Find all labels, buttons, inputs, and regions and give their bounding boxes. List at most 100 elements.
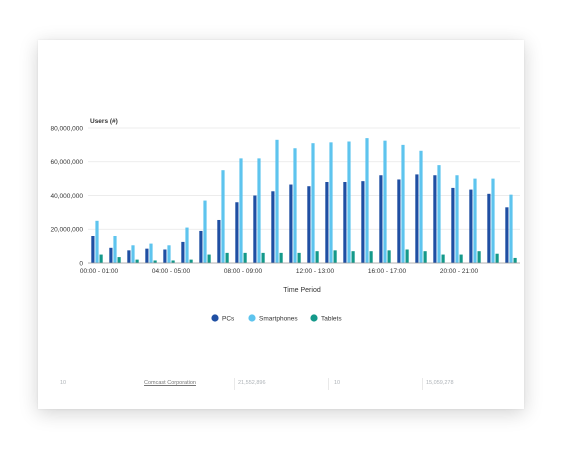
x-tick-label: 08:00 - 09:00 [224, 268, 263, 275]
pcs-bar [91, 236, 95, 263]
tablets-bar [297, 252, 301, 263]
tablets-bar [495, 253, 499, 263]
tablets-bar [171, 260, 175, 263]
x-tick-label: 20:00 - 21:00 [440, 268, 479, 275]
value-cell: 21,552,896 [238, 380, 266, 386]
smartphones-bar [257, 158, 261, 263]
pcs-bar [127, 250, 131, 263]
tablets-bar [405, 249, 409, 263]
pcs-bar [487, 193, 491, 263]
y-tick-label: 80,000,000 [50, 125, 83, 132]
legend-label: Tablets [321, 316, 342, 323]
x-axis-title: Time Period [283, 287, 321, 294]
tablets-bar [441, 254, 445, 263]
tablets-bar [243, 252, 247, 263]
tablets-bar [135, 259, 139, 263]
smartphones-bar [95, 220, 99, 263]
y-axis-ticks: 0 20,000,000 40,000,000 60,000,000 80,000,00… [50, 125, 83, 267]
x-tick-label: 04:00 - 05:00 [152, 268, 191, 275]
tablets-bar [99, 254, 103, 263]
tablets-bar [117, 257, 121, 263]
smartphones-bar [293, 148, 297, 263]
pcs-bar [307, 186, 311, 263]
pcs-legend-marker [211, 314, 219, 322]
y-axis-title: Users (#) [90, 118, 118, 125]
tablets-bar [225, 252, 229, 263]
legend-label: Smartphones [259, 316, 298, 323]
cell-divider [234, 378, 235, 390]
tablets-bar [279, 252, 283, 263]
legend-label: PCs [222, 316, 235, 323]
smartphones-legend-marker [248, 314, 256, 322]
cell-divider [328, 378, 329, 390]
tablets-bar [189, 259, 193, 263]
pcs-bar [379, 175, 383, 263]
rank-cell-2: 10 [334, 380, 341, 386]
pcs-bar [199, 230, 203, 263]
tablets-bar [513, 257, 517, 263]
smartphones-bar [491, 178, 495, 263]
smartphones-bar [221, 170, 225, 263]
value-cell-2: 15,059,278 [426, 380, 454, 386]
tablets-bar [207, 254, 211, 263]
tablets-legend-marker [310, 314, 318, 322]
pcs-bar [163, 249, 167, 263]
pcs-bar [343, 182, 347, 263]
tablets-bar [369, 251, 373, 263]
legend: PCs Smartphones Tablets [211, 314, 342, 323]
smartphones-bar [239, 158, 243, 263]
tablets-bar [459, 254, 463, 263]
tablets-bar [423, 251, 427, 263]
cell-divider [422, 378, 423, 390]
pcs-bar [433, 175, 437, 263]
pcs-bar [235, 202, 239, 263]
smartphones-bar [203, 200, 207, 263]
smartphones-bar [401, 144, 405, 263]
x-tick-label: 12:00 - 13:00 [296, 268, 335, 275]
pcs-bar [145, 248, 149, 263]
smartphones-bar [473, 178, 477, 263]
smartphones-bar [131, 245, 135, 263]
y-tick-label: 60,000,000 [50, 159, 83, 166]
tablets-bar [387, 250, 391, 263]
y-tick-label: 20,000,000 [50, 227, 83, 234]
grid-lines [88, 127, 520, 230]
tablets-bar [477, 251, 481, 263]
smartphones-bar [383, 140, 387, 263]
smartphones-bar [149, 243, 153, 263]
table-row-fragment: 10 Comcast Corporation 21,552,896 10 15,… [38, 378, 524, 392]
bar-chart: Users (#) 0 20,000,000 40,000,000 60,000,00… [50, 118, 520, 323]
smartphones-bar [509, 194, 513, 263]
pcs-bar [109, 247, 113, 263]
pcs-bar [325, 182, 329, 263]
x-axis-ticks: 00:00 - 01:00 04:00 - 05:00 08:00 - 09:00 1… [80, 268, 479, 275]
company-link[interactable]: Comcast Corporation [144, 380, 196, 386]
smartphones-bar [329, 142, 333, 263]
smartphones-bar [275, 139, 279, 263]
smartphones-bar [419, 150, 423, 263]
smartphones-bar [185, 227, 189, 263]
smartphones-bar [347, 141, 351, 263]
pcs-bar [415, 174, 419, 263]
pcs-bar [217, 219, 221, 263]
pcs-bar [397, 179, 401, 263]
tablets-bar [333, 250, 337, 263]
pcs-bar [271, 191, 275, 263]
chart-card: Users (#) 0 20,000,000 40,000,000 60,000,00… [38, 40, 524, 409]
smartphones-bar [365, 138, 369, 263]
x-tick-label: 00:00 - 01:00 [80, 268, 119, 275]
tablets-bar [153, 260, 157, 263]
smartphones-bar [311, 143, 315, 263]
bars [91, 138, 517, 263]
pcs-bar [181, 241, 185, 263]
smartphones-bar [113, 236, 117, 263]
y-tick-label: 0 [79, 260, 83, 267]
rank-cell: 10 [60, 380, 67, 386]
pcs-bar [289, 184, 293, 263]
pcs-bar [469, 189, 473, 263]
pcs-bar [361, 181, 365, 263]
tablets-bar [351, 251, 355, 263]
pcs-bar [505, 207, 509, 263]
tablets-bar [261, 252, 265, 263]
smartphones-bar [167, 245, 171, 263]
